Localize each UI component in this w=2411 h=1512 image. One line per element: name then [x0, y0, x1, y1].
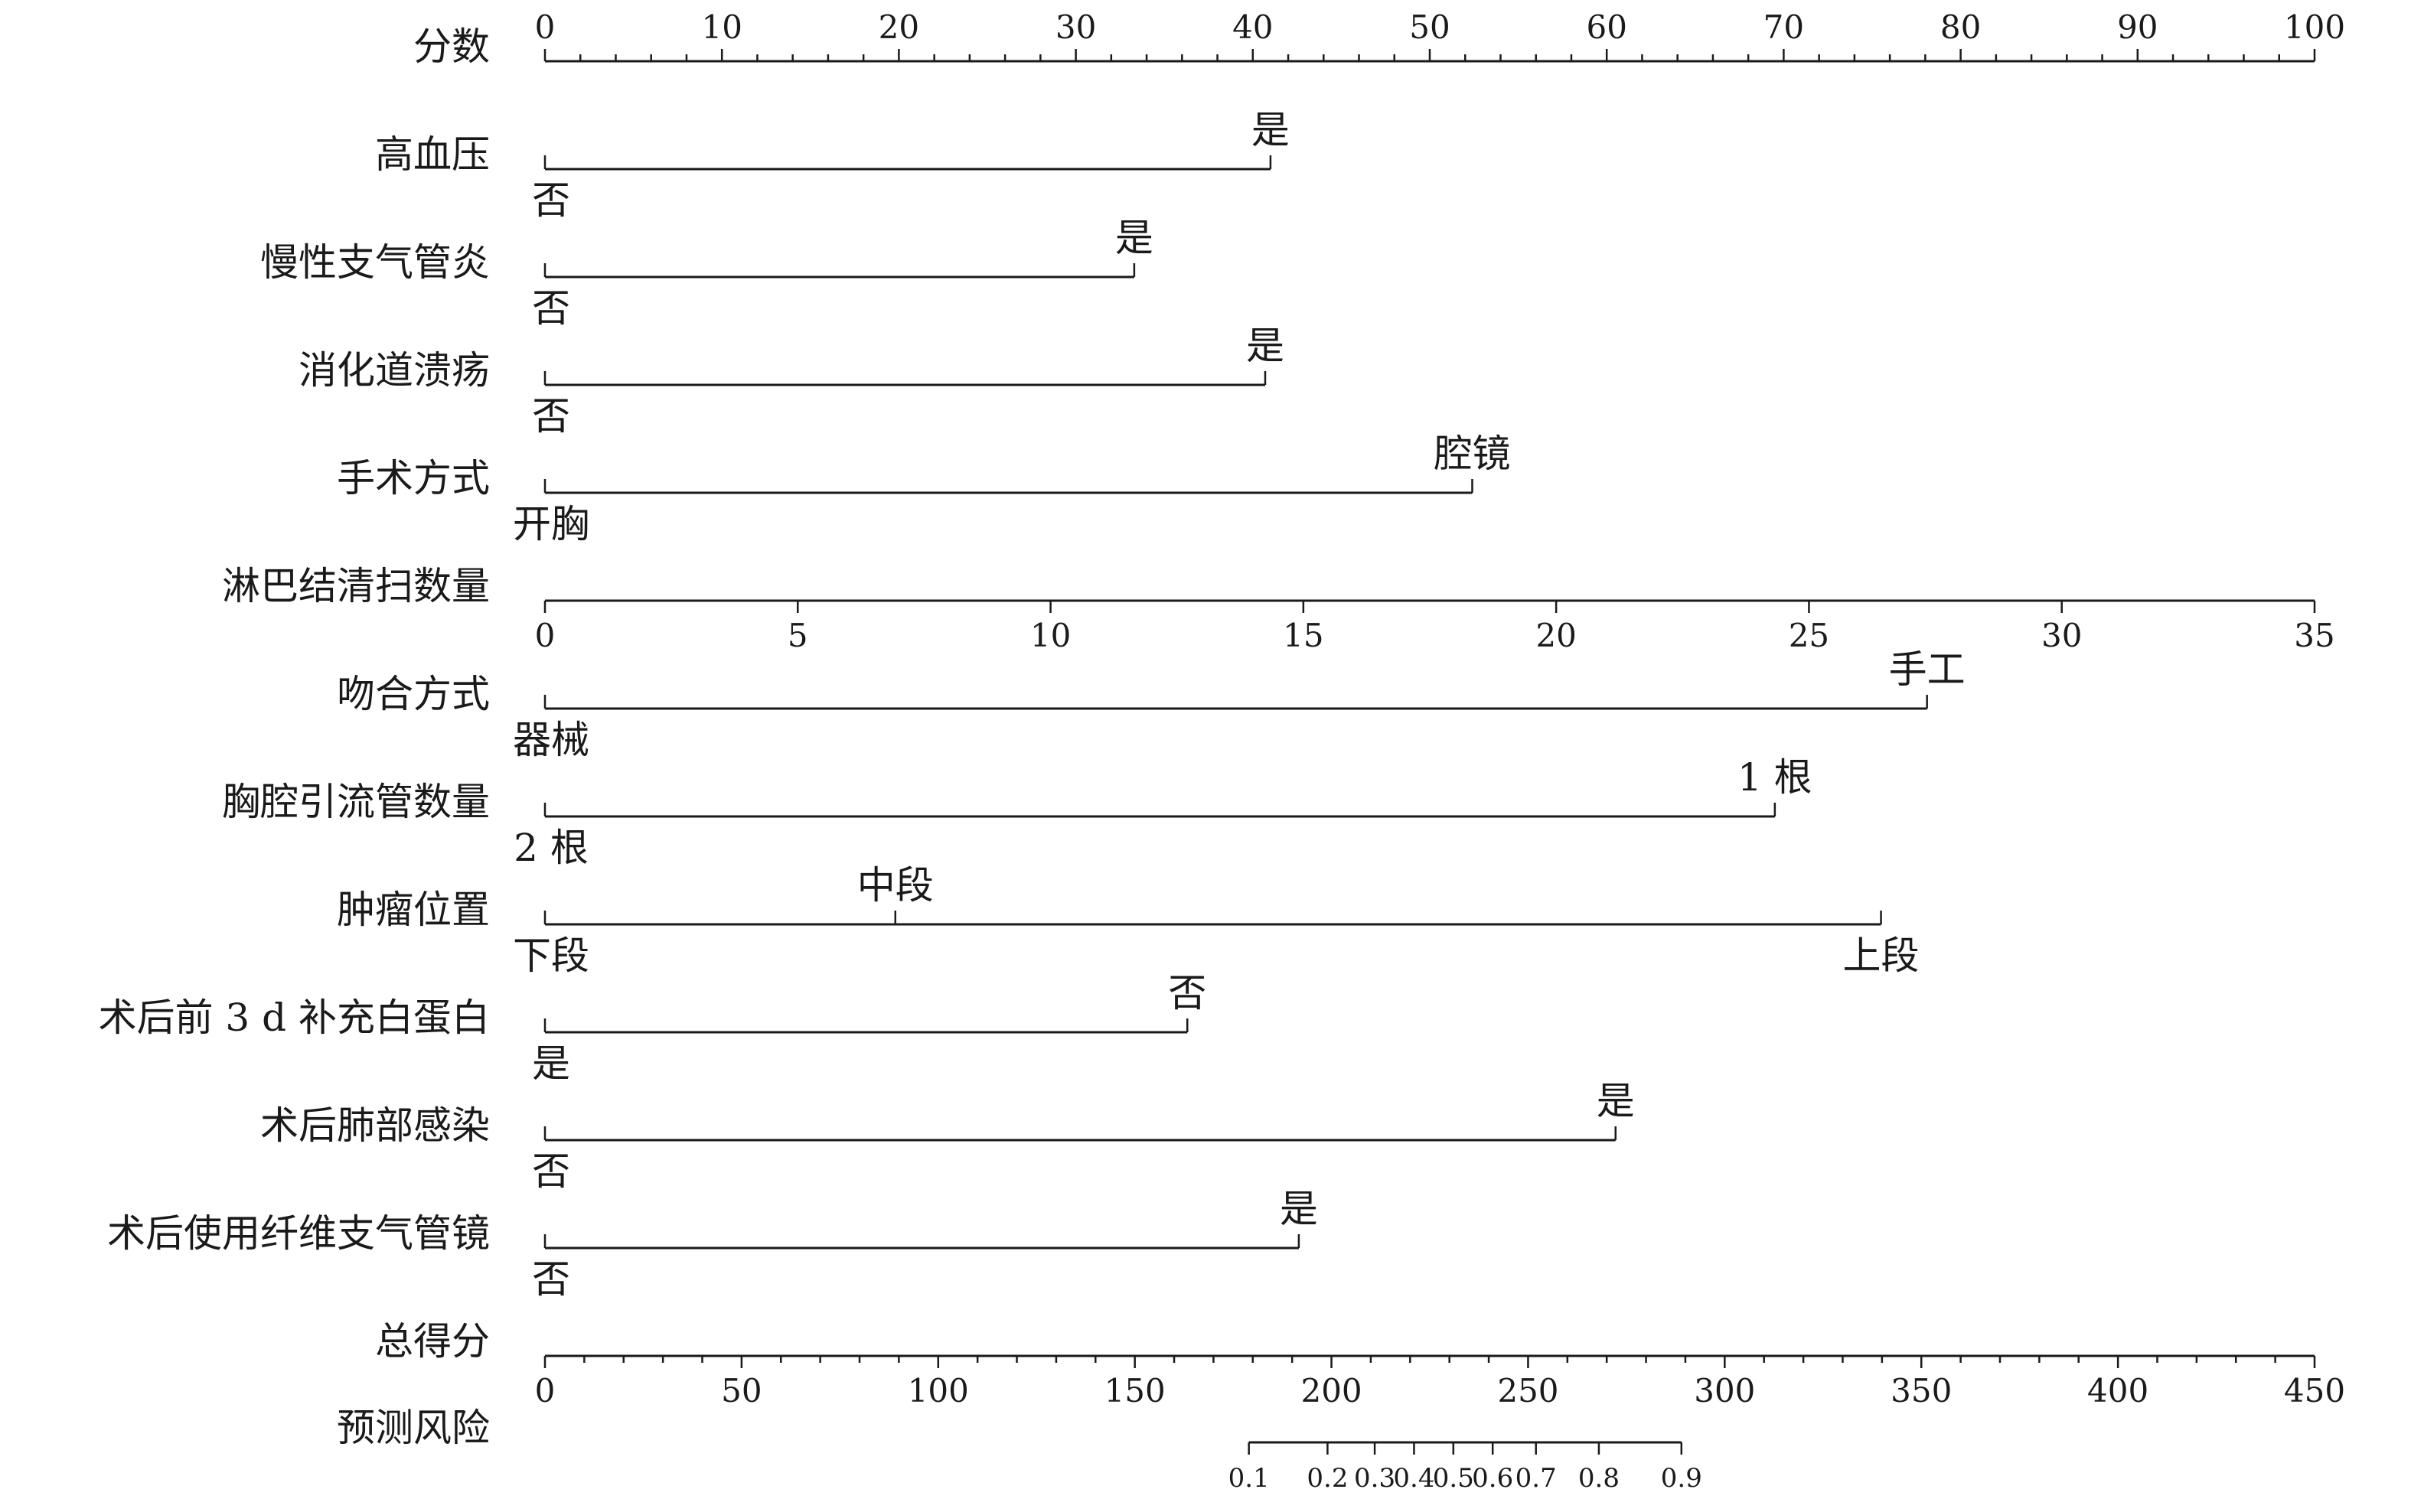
risk-axis-tick-label: 0.4	[1393, 1463, 1434, 1494]
points-axis-tick-label: 30	[1055, 8, 1096, 46]
points-axis-tick-label: 20	[879, 8, 919, 46]
row-label: 吻合方式	[337, 672, 490, 716]
total-points-axis-tick-label: 250	[1497, 1372, 1558, 1409]
total-points-axis-tick-label: 300	[1694, 1372, 1755, 1409]
level-label: 否	[532, 178, 570, 223]
points-axis-tick-label: 100	[2284, 8, 2345, 46]
lymph-node-axis-tick-label: 25	[1789, 617, 1829, 654]
level-label: 否	[1168, 971, 1206, 1015]
points-axis-tick-label: 90	[2117, 8, 2158, 46]
level-label: 否	[532, 394, 570, 438]
risk-axis-tick-label: 0.2	[1307, 1463, 1348, 1494]
risk-axis-tick-label: 0.1	[1228, 1463, 1270, 1494]
lymph-node-axis-tick-label: 15	[1283, 617, 1323, 654]
row-label: 分数	[413, 24, 490, 69]
risk-axis-tick-label: 0.3	[1354, 1463, 1395, 1494]
total-points-axis-tick-label: 200	[1300, 1372, 1362, 1409]
level-label: 否	[532, 1257, 570, 1302]
points-axis-tick-label: 40	[1232, 8, 1273, 46]
level-label: 否	[532, 1149, 570, 1194]
level-label: 是	[1280, 1187, 1318, 1231]
total-points-axis-tick-label: 350	[1891, 1372, 1952, 1409]
level-label: 手工	[1889, 647, 1966, 692]
level-label: 是	[1597, 1079, 1635, 1123]
row-label: 消化道溃疡	[299, 348, 490, 393]
level-label: 下段	[513, 934, 589, 978]
risk-axis-tick-label: 0.7	[1515, 1463, 1557, 1494]
lymph-node-axis-tick-label: 5	[788, 617, 808, 654]
level-label: 是	[1251, 108, 1290, 152]
lymph-node-axis-tick-label: 30	[2041, 617, 2082, 654]
points-axis-tick-label: 0	[535, 8, 556, 46]
total-points-axis-tick-label: 450	[2284, 1372, 2345, 1409]
total-points-axis-tick-label: 100	[908, 1372, 969, 1409]
level-label: 中段	[857, 863, 934, 908]
total-points-axis-tick-label: 150	[1104, 1372, 1166, 1409]
row-label: 预测风险	[337, 1406, 490, 1450]
row-label: 术后使用纤维支气管镜	[107, 1211, 490, 1256]
total-points-axis-tick-label: 50	[721, 1372, 762, 1409]
row-label: 胸腔引流管数量	[222, 780, 490, 824]
level-label: 器械	[513, 718, 589, 762]
lymph-node-axis-tick-label: 35	[2294, 617, 2334, 654]
row-label: 术后肺部感染	[260, 1103, 490, 1148]
risk-axis-tick-label: 0.8	[1578, 1463, 1620, 1494]
row-label: 慢性支气管炎	[260, 240, 490, 285]
points-axis-tick-label: 70	[1763, 8, 1804, 46]
total-points-axis-tick-label: 400	[2087, 1372, 2148, 1409]
lymph-node-axis-tick-label: 20	[1535, 617, 1576, 654]
row-label: 术后前 3 d 补充白蛋白	[99, 996, 491, 1040]
row-label: 淋巴结清扫数量	[222, 564, 490, 608]
level-label: 2 根	[514, 826, 589, 870]
level-label: 1 根	[1737, 755, 1812, 800]
level-label: 是	[1246, 324, 1284, 368]
row-label: 总得分	[375, 1319, 490, 1364]
level-label: 是	[1115, 216, 1153, 260]
total-points-axis-tick-label: 0	[535, 1372, 556, 1409]
level-label: 是	[532, 1041, 570, 1086]
level-label: 否	[532, 286, 570, 331]
row-label: 肿瘤位置	[337, 888, 490, 932]
lymph-node-axis-tick-label: 10	[1030, 617, 1071, 654]
risk-axis-tick-label: 0.9	[1661, 1463, 1702, 1494]
level-label: 腔镜	[1434, 432, 1510, 476]
points-axis-tick-label: 80	[1940, 8, 1981, 46]
points-axis-tick-label: 60	[1586, 8, 1626, 46]
row-label: 手术方式	[337, 456, 490, 500]
points-axis-tick-label: 50	[1409, 8, 1450, 46]
level-label: 上段	[1843, 934, 1920, 978]
lymph-node-axis-tick-label: 0	[535, 617, 556, 654]
risk-axis-tick-label: 0.5	[1433, 1463, 1474, 1494]
row-label: 高血压	[375, 132, 490, 177]
risk-axis-tick-label: 0.6	[1472, 1463, 1513, 1494]
level-label: 开胸	[513, 502, 589, 546]
points-axis-tick-label: 10	[701, 8, 742, 46]
